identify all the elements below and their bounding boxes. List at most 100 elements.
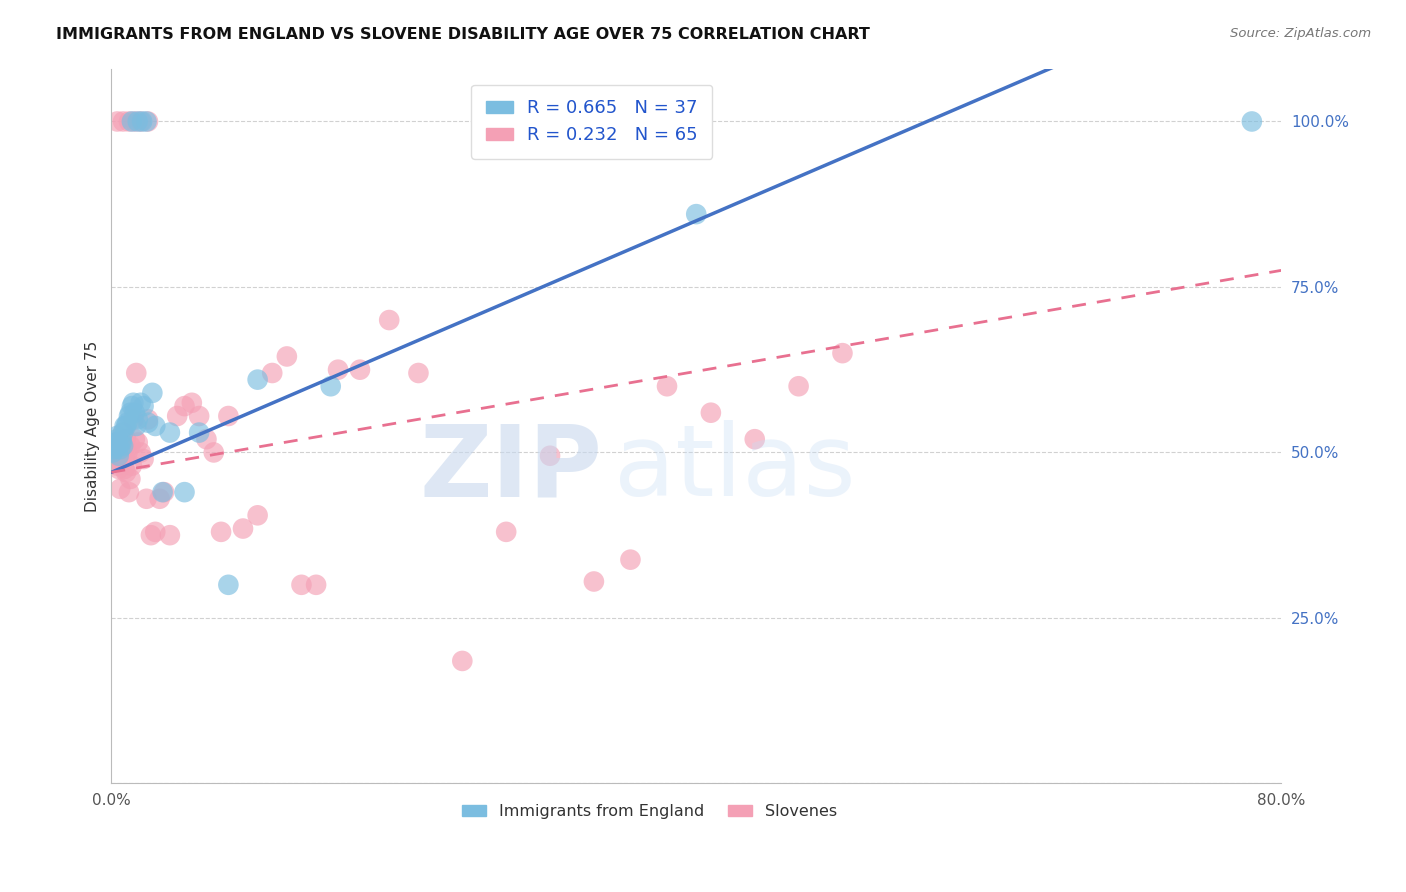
Point <box>124 406 146 420</box>
Point <box>122 396 145 410</box>
Point <box>104 435 127 450</box>
Legend: Immigrants from England, Slovenes: Immigrants from England, Slovenes <box>456 797 844 825</box>
Point <box>107 442 129 456</box>
Point <box>495 524 517 539</box>
Point <box>141 385 163 400</box>
Point <box>290 578 312 592</box>
Point <box>153 485 176 500</box>
Point <box>111 445 134 459</box>
Point <box>121 114 143 128</box>
Point <box>159 425 181 440</box>
Point <box>700 406 723 420</box>
Point <box>105 458 128 473</box>
Point <box>159 528 181 542</box>
Point <box>136 416 159 430</box>
Point <box>132 399 155 413</box>
Point <box>111 432 134 446</box>
Point <box>787 379 810 393</box>
Point <box>120 439 142 453</box>
Point <box>120 472 142 486</box>
Point <box>319 379 342 393</box>
Point <box>114 449 136 463</box>
Point <box>143 524 166 539</box>
Point <box>105 429 128 443</box>
Point <box>118 114 141 128</box>
Point <box>619 552 641 566</box>
Point <box>135 491 157 506</box>
Point <box>112 425 135 440</box>
Point <box>451 654 474 668</box>
Text: IMMIGRANTS FROM ENGLAND VS SLOVENE DISABILITY AGE OVER 75 CORRELATION CHART: IMMIGRANTS FROM ENGLAND VS SLOVENE DISAB… <box>56 27 870 42</box>
Point <box>685 207 707 221</box>
Point <box>105 114 128 128</box>
Point <box>124 432 146 446</box>
Point <box>107 439 129 453</box>
Point <box>262 366 284 380</box>
Text: ZIP: ZIP <box>420 420 603 517</box>
Point <box>408 366 430 380</box>
Point <box>188 409 211 423</box>
Point <box>131 114 153 128</box>
Point <box>121 458 143 473</box>
Point <box>132 452 155 467</box>
Point <box>101 445 124 459</box>
Point <box>246 508 269 523</box>
Point <box>120 406 142 420</box>
Point <box>305 578 328 592</box>
Point <box>246 373 269 387</box>
Point <box>136 412 159 426</box>
Point <box>103 442 125 456</box>
Point <box>378 313 401 327</box>
Point <box>115 432 138 446</box>
Point <box>538 449 561 463</box>
Point <box>118 485 141 500</box>
Point <box>129 396 152 410</box>
Point <box>326 362 349 376</box>
Point <box>114 419 136 434</box>
Point <box>112 439 135 453</box>
Point <box>118 409 141 423</box>
Point <box>744 432 766 446</box>
Point <box>115 419 138 434</box>
Point <box>149 491 172 506</box>
Point <box>125 366 148 380</box>
Point <box>127 435 149 450</box>
Point <box>104 435 127 450</box>
Point <box>111 435 134 450</box>
Text: atlas: atlas <box>614 420 856 517</box>
Point <box>111 452 134 467</box>
Point <box>188 425 211 440</box>
Point <box>173 485 195 500</box>
Point <box>103 445 125 459</box>
Point <box>655 379 678 393</box>
Point <box>217 578 239 592</box>
Point <box>112 425 135 440</box>
Point <box>173 399 195 413</box>
Point <box>104 439 127 453</box>
Point <box>105 432 128 446</box>
Point <box>117 445 139 459</box>
Point <box>107 449 129 463</box>
Point <box>101 449 124 463</box>
Point <box>1240 114 1263 128</box>
Point <box>136 114 159 128</box>
Point <box>127 114 149 128</box>
Point <box>582 574 605 589</box>
Point <box>108 439 131 453</box>
Point <box>105 445 128 459</box>
Point <box>104 452 127 467</box>
Point <box>180 396 202 410</box>
Point <box>103 442 125 456</box>
Point <box>122 412 145 426</box>
Point <box>127 412 149 426</box>
Point <box>217 409 239 423</box>
Point <box>108 442 131 456</box>
Point <box>124 114 146 128</box>
Point <box>117 416 139 430</box>
Point <box>114 462 136 476</box>
Point <box>125 419 148 434</box>
Point <box>202 445 225 459</box>
Point <box>152 485 174 500</box>
Point <box>349 362 371 376</box>
Point <box>209 524 232 539</box>
